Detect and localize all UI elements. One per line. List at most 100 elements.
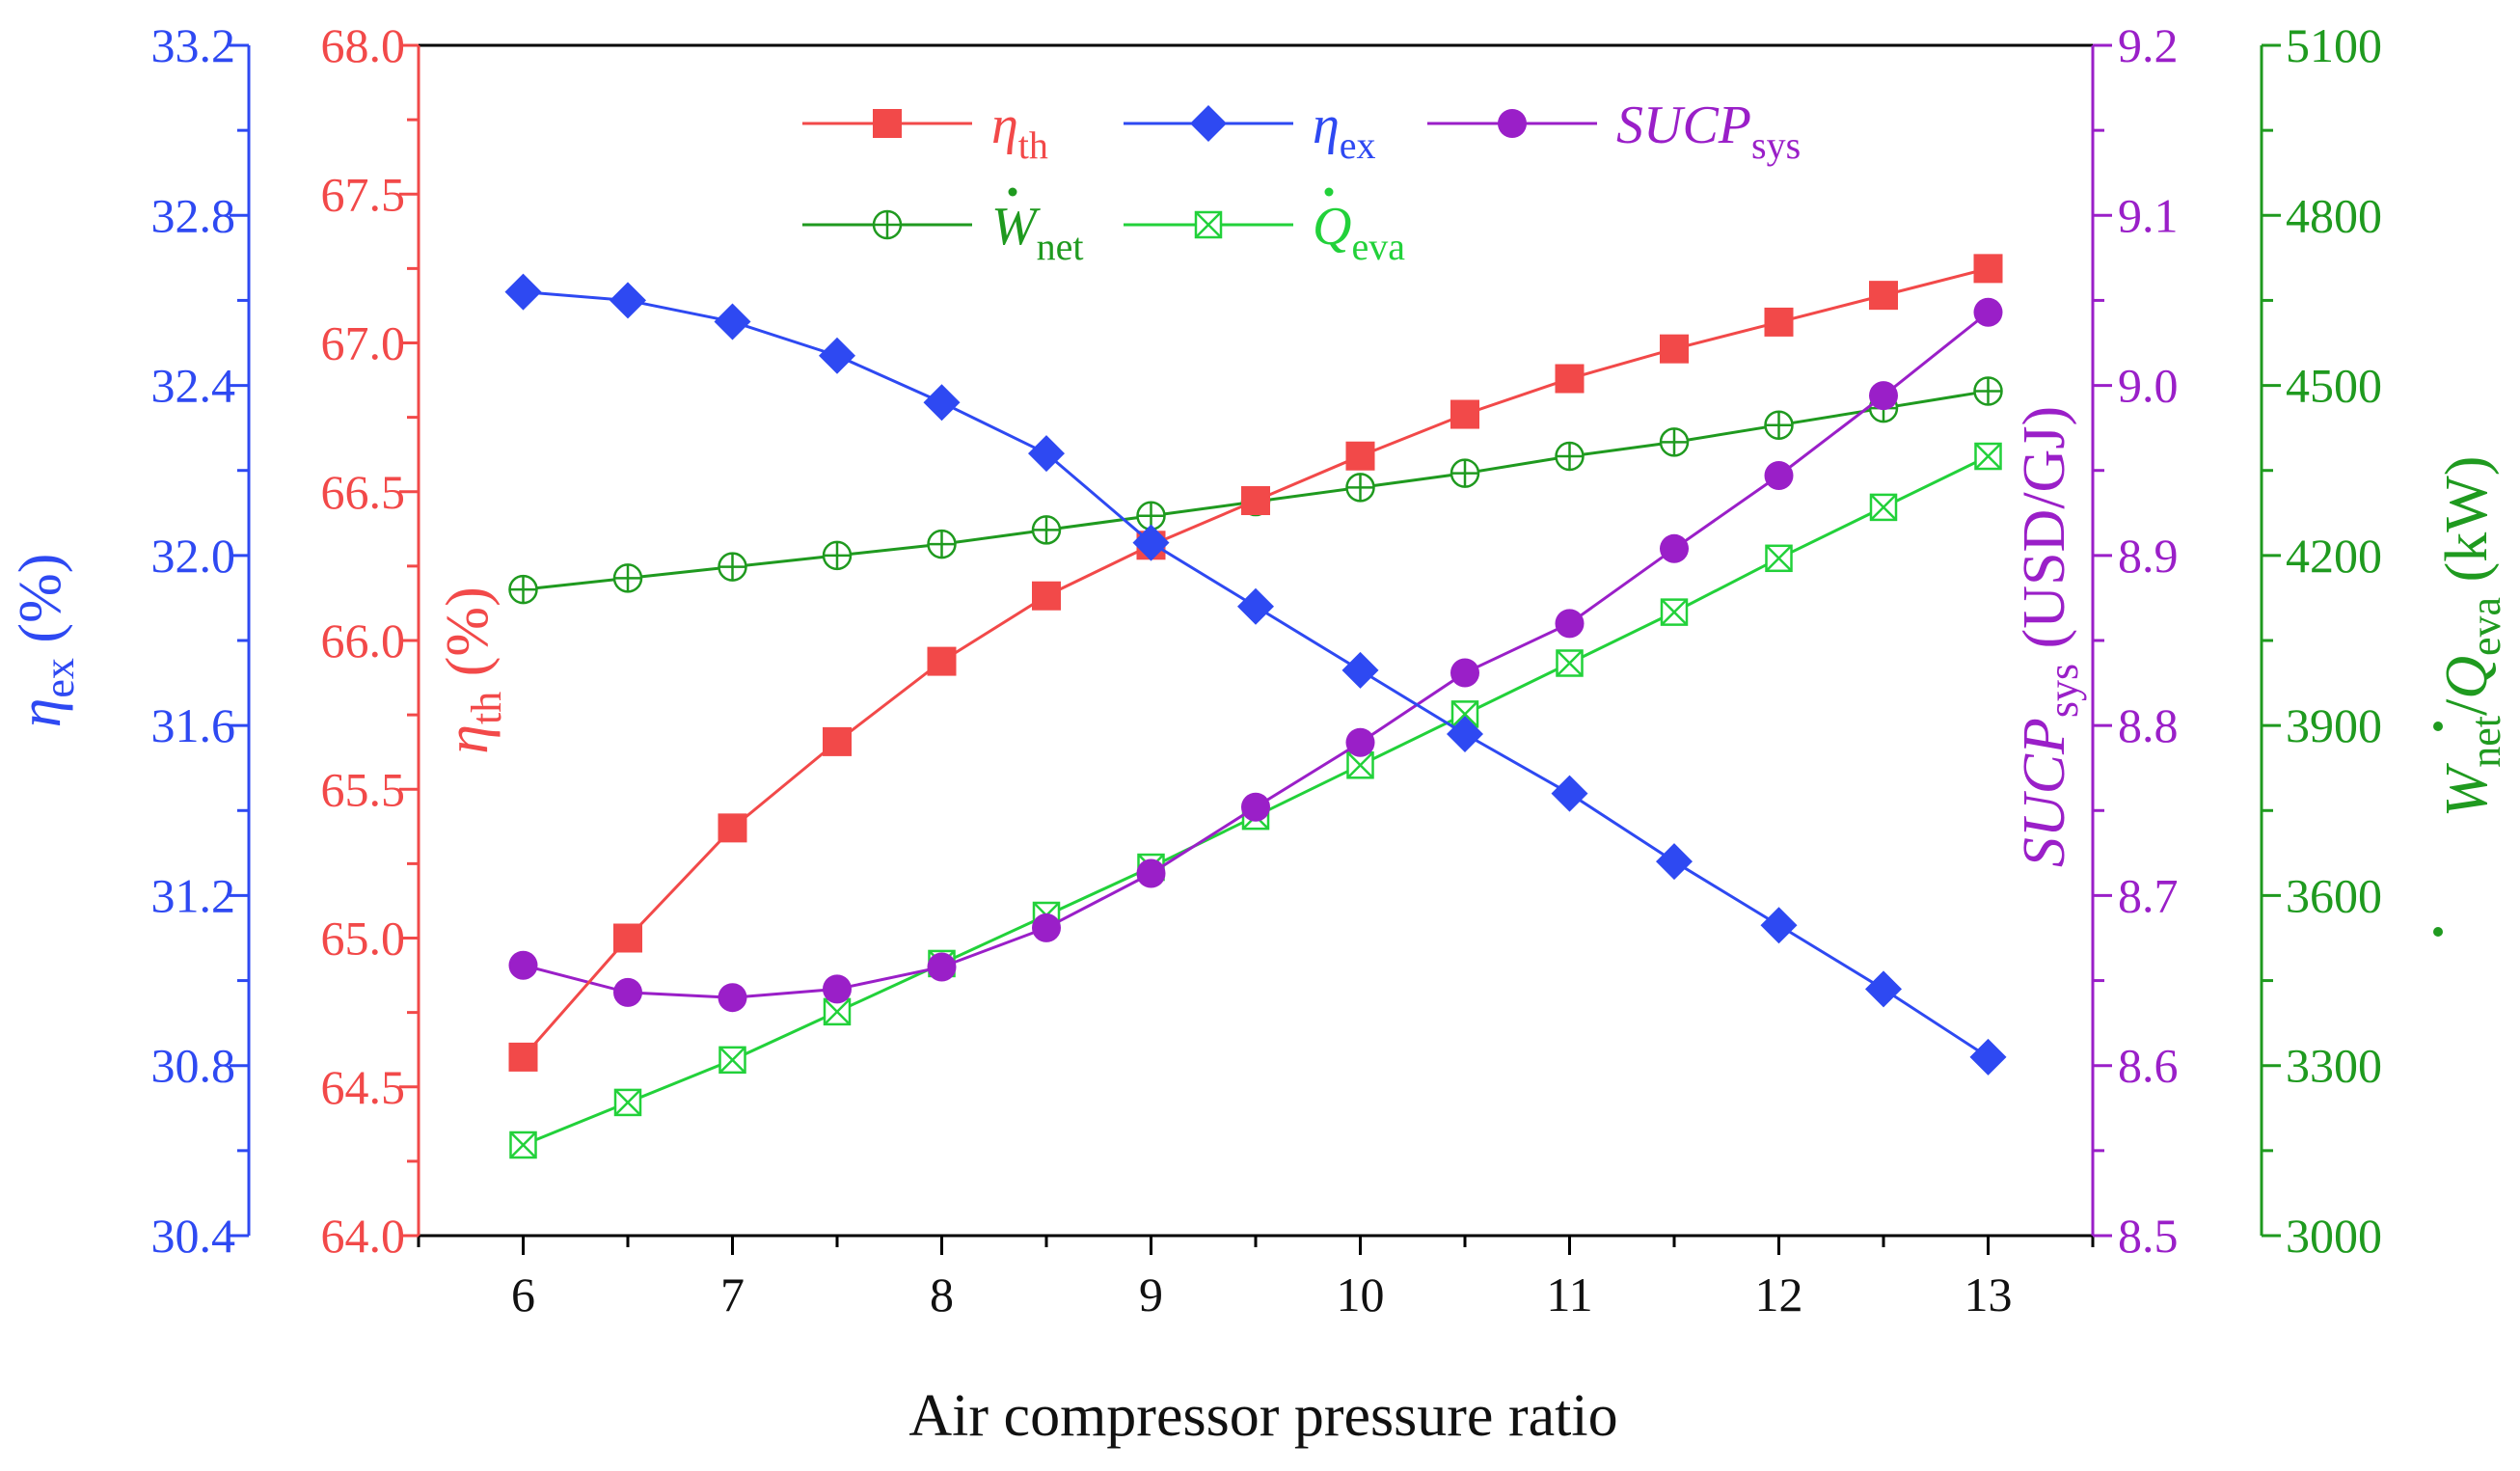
eta-ex-axis-title: ηex (%) — [8, 554, 83, 728]
eta-th-axis-title: ηth (%) — [435, 586, 510, 753]
eta_ex-point — [819, 337, 855, 374]
w_net-point — [1345, 473, 1375, 503]
sucp-tick-label: 8.8 — [2118, 698, 2179, 752]
eta_ex-point — [1237, 587, 1274, 625]
w_net-point — [822, 540, 853, 571]
power-tick-label: 3000 — [2286, 1209, 2382, 1263]
x-tick-label: 8 — [930, 1267, 954, 1321]
eta_th-point — [508, 1042, 538, 1072]
power-tick-label: 3300 — [2286, 1039, 2382, 1093]
legend-label: ηth — [991, 95, 1048, 167]
sucp-point — [1345, 727, 1375, 757]
legend-marker — [873, 109, 902, 138]
eta_th-point — [1345, 441, 1375, 471]
q_eva-point — [1660, 598, 1689, 626]
x-tick-label: 7 — [720, 1267, 745, 1321]
eta_ex-tick-label: 31.2 — [151, 868, 236, 922]
q_eva-point — [1869, 493, 1898, 522]
eta_ex-point — [610, 282, 646, 319]
sucp-tick-label: 8.9 — [2118, 529, 2179, 583]
w_net-point — [927, 529, 957, 559]
legend-item-sucp: SUCPsys — [1427, 95, 1801, 167]
sucp-tick-label: 8.5 — [2118, 1209, 2179, 1263]
legend-label: Qeva — [1313, 197, 1405, 268]
sucp-tick-label: 8.7 — [2118, 868, 2179, 922]
legend-item-eta_th: ηth — [802, 95, 1048, 167]
eta_ex-point — [1865, 970, 1902, 1008]
w_net-point — [718, 552, 747, 582]
eta_th-tick-label: 66.5 — [321, 465, 406, 519]
eta_th-series-line — [522, 266, 1989, 1058]
legend-dot-accent — [1324, 187, 1334, 197]
eta_ex-tick-label: 30.8 — [151, 1039, 236, 1093]
legend-item-eta_ex: ηex — [1124, 95, 1376, 167]
sucp-axis-title: SUCPsys (USD/GJ) — [2012, 406, 2087, 867]
sucp-tick-label: 9.1 — [2118, 188, 2179, 242]
x-tick-label: 12 — [1755, 1267, 1803, 1321]
eta_th-point — [1241, 486, 1270, 516]
eta_th-tick-label: 67.5 — [321, 167, 406, 221]
eta_th-tick-label: 67.0 — [321, 316, 406, 370]
eta_th-point — [927, 646, 957, 676]
legend-marker — [872, 209, 903, 240]
eta_th-point — [1764, 307, 1794, 337]
legend-label: ηex — [1313, 95, 1376, 167]
sucp-tick-label: 8.6 — [2118, 1039, 2179, 1093]
sucp-point — [1555, 609, 1585, 639]
w_net-point — [612, 563, 643, 593]
eta_th-point — [1555, 364, 1585, 394]
power-tick-label: 3900 — [2286, 698, 2382, 752]
q_eva-point — [718, 1046, 746, 1075]
power-tick-label: 5100 — [2286, 18, 2382, 72]
legend-item-w_net: Wnet — [802, 187, 1084, 268]
sucp-point — [823, 974, 852, 1004]
eta_ex-point — [1760, 907, 1798, 944]
power-tick-label: 4200 — [2286, 529, 2382, 583]
sucp-point — [1136, 858, 1166, 888]
eta_ex-point — [1028, 435, 1065, 473]
w_net-point — [1555, 441, 1585, 472]
eta_th-point — [613, 923, 642, 953]
w_net-point — [508, 574, 538, 605]
eta_ex-point — [504, 273, 542, 311]
w_net-point — [1450, 458, 1480, 488]
eta_ex-point — [1551, 775, 1588, 812]
eta_ex-point — [1447, 715, 1483, 752]
eta_th-tick-label: 65.0 — [321, 912, 406, 966]
power-axis-title: Wnet/Qeva (kW) — [2434, 456, 2509, 818]
eta_ex-tick-label: 30.4 — [151, 1209, 236, 1263]
w-dot-accent — [2433, 927, 2443, 937]
eta_ex-tick-label: 32.8 — [151, 188, 236, 242]
eta_th-tick-label: 64.0 — [321, 1209, 406, 1263]
eta_ex-point — [1341, 651, 1379, 689]
legend-label: SUCPsys — [1616, 95, 1801, 167]
x-tick-label: 9 — [1139, 1267, 1163, 1321]
eta_ex-tick-label: 32.4 — [151, 359, 236, 413]
sucp-point — [1450, 658, 1479, 688]
sucp-point — [1869, 381, 1898, 411]
legend-marker — [1498, 109, 1527, 138]
eta_ex-point — [714, 303, 751, 341]
x-tick-label: 13 — [1965, 1267, 2013, 1321]
power-tick-label: 3600 — [2286, 868, 2382, 922]
eta_th-point — [1973, 254, 2003, 284]
q_eva-point — [1765, 544, 1793, 573]
eta_ex-point — [923, 384, 961, 422]
sucp-tick-label: 9.2 — [2118, 18, 2179, 72]
q_eva-point — [509, 1130, 537, 1159]
eta_th-point — [823, 726, 852, 756]
eta_ex-series-line — [523, 290, 1990, 1059]
eta_ex-point — [1969, 1038, 2007, 1076]
sucp-point — [1660, 533, 1689, 563]
eta_th-tick-label: 66.0 — [321, 613, 406, 667]
q_eva-point — [613, 1088, 642, 1117]
eta_th-point — [1032, 581, 1061, 611]
legend-item-q_eva: Qeva — [1124, 187, 1405, 268]
x-tick-label: 11 — [1546, 1267, 1592, 1321]
eta_th-point — [1869, 281, 1898, 311]
x-tick-label: 6 — [511, 1267, 535, 1321]
w_net-point — [1659, 427, 1690, 457]
sucp-point — [718, 983, 747, 1013]
eta_th-tick-label: 68.0 — [321, 18, 406, 72]
w_net-point — [1764, 410, 1794, 440]
